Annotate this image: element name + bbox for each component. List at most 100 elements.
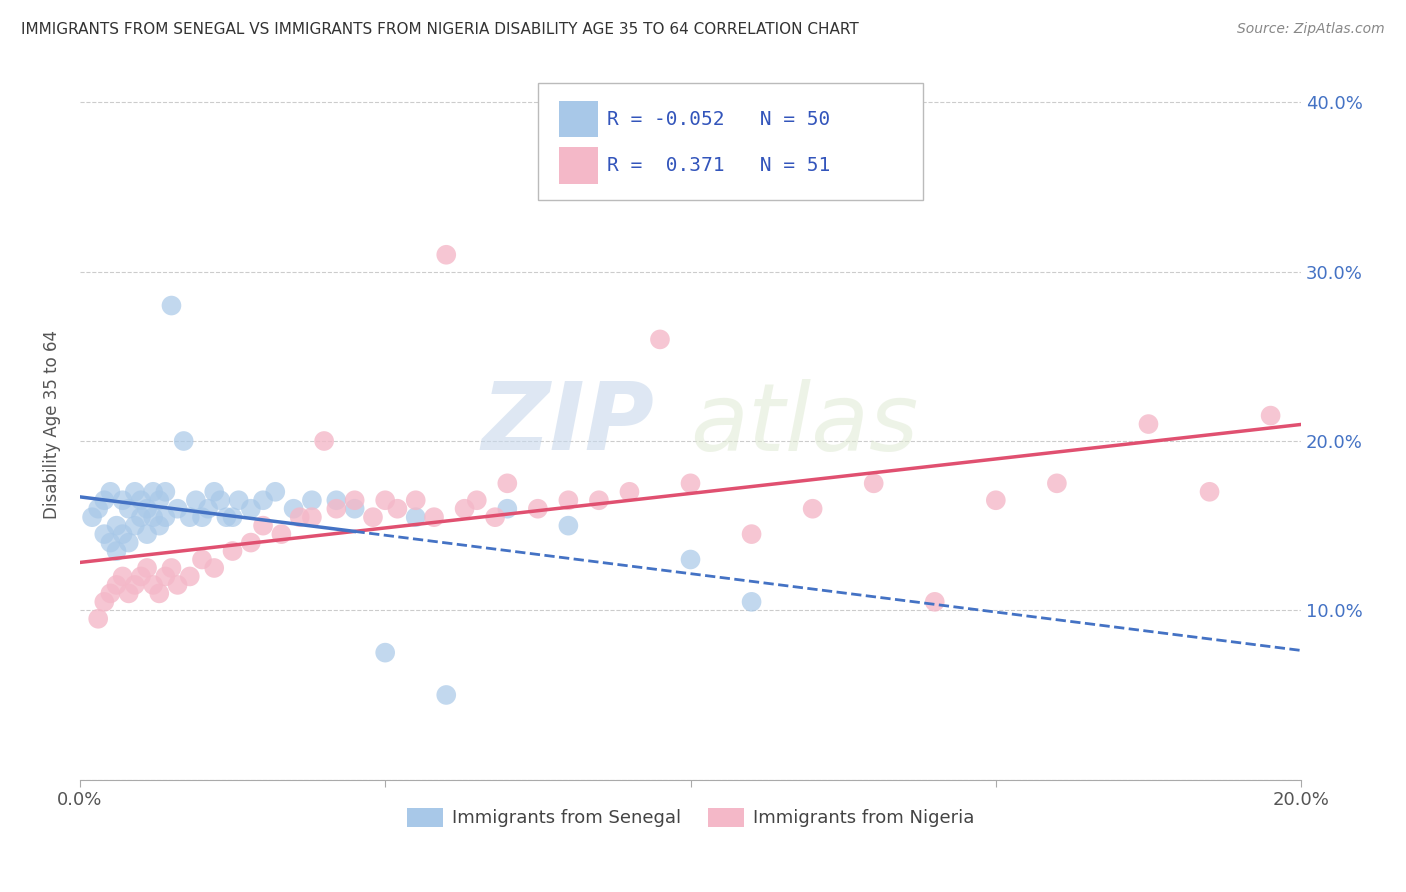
Point (679, 476, 702, 491)
Point (314, 434, 336, 448)
Point (374, 493, 396, 508)
Point (93, 493, 115, 508)
Point (100, 535, 122, 549)
Point (228, 493, 250, 508)
Point (679, 552, 702, 566)
Point (1260, 409, 1282, 423)
Point (166, 501, 188, 516)
Point (270, 527, 292, 541)
Point (221, 544, 243, 558)
Point (301, 510, 323, 524)
Point (191, 552, 214, 566)
Point (93, 595, 115, 609)
Y-axis label: Disability Age 35 to 64: Disability Age 35 to 64 (44, 329, 60, 518)
Point (80, 510, 103, 524)
Point (434, 248, 457, 262)
Point (527, 501, 550, 516)
Point (155, 510, 177, 524)
Point (405, 493, 427, 508)
Point (741, 595, 763, 609)
Point (288, 510, 311, 524)
Point (118, 586, 141, 600)
Point (155, 569, 177, 583)
Point (124, 578, 146, 592)
Point (374, 646, 396, 660)
Point (111, 493, 134, 508)
Bar (558, 101, 598, 137)
FancyBboxPatch shape (538, 83, 922, 200)
Point (100, 586, 122, 600)
Point (87, 501, 110, 516)
Text: IMMIGRANTS FROM SENEGAL VS IMMIGRANTS FROM NIGERIA DISABILITY AGE 35 TO 64 CORRE: IMMIGRANTS FROM SENEGAL VS IMMIGRANTS FR… (21, 22, 859, 37)
Point (129, 510, 152, 524)
Point (136, 561, 159, 575)
Point (215, 510, 238, 524)
Point (142, 578, 165, 592)
Point (124, 518, 146, 533)
Point (105, 544, 128, 558)
Point (129, 493, 152, 508)
Point (343, 493, 366, 508)
Point (87, 612, 110, 626)
Point (741, 527, 763, 541)
Point (465, 493, 488, 508)
Point (1046, 476, 1069, 491)
Point (924, 595, 946, 609)
Point (93, 527, 115, 541)
Point (252, 518, 274, 533)
Point (173, 434, 195, 448)
Point (801, 501, 824, 516)
Point (202, 561, 225, 575)
Bar (558, 147, 598, 184)
Point (453, 501, 475, 516)
Point (129, 569, 152, 583)
Legend: Immigrants from Senegal, Immigrants from Nigeria: Immigrants from Senegal, Immigrants from… (399, 801, 981, 835)
Point (239, 501, 262, 516)
Point (142, 510, 165, 524)
Point (434, 688, 457, 702)
Point (100, 484, 122, 499)
Point (202, 484, 225, 499)
Point (588, 493, 610, 508)
Point (405, 510, 427, 524)
Point (142, 484, 165, 499)
Point (118, 501, 141, 516)
Point (283, 501, 305, 516)
Point (325, 493, 347, 508)
Point (197, 501, 219, 516)
Point (484, 510, 506, 524)
Point (239, 535, 262, 549)
Point (191, 510, 214, 524)
Point (496, 476, 519, 491)
Point (160, 299, 183, 313)
Point (184, 493, 207, 508)
Text: ZIP: ZIP (481, 378, 654, 470)
Point (361, 510, 384, 524)
Point (136, 527, 159, 541)
Point (148, 493, 170, 508)
Point (118, 535, 141, 549)
Point (862, 476, 884, 491)
Point (111, 569, 134, 583)
Point (155, 484, 177, 499)
Point (619, 484, 641, 499)
Point (124, 484, 146, 499)
Text: Source: ZipAtlas.com: Source: ZipAtlas.com (1237, 22, 1385, 37)
Point (343, 501, 366, 516)
Point (301, 493, 323, 508)
Point (325, 501, 347, 516)
Point (160, 561, 183, 575)
Point (387, 501, 409, 516)
Point (166, 578, 188, 592)
Point (264, 484, 287, 499)
Point (111, 527, 134, 541)
Text: atlas: atlas (690, 378, 918, 469)
Point (1137, 417, 1160, 431)
Point (1198, 484, 1220, 499)
Point (179, 510, 201, 524)
Point (252, 493, 274, 508)
Text: R =  0.371   N = 51: R = 0.371 N = 51 (607, 156, 831, 175)
Point (496, 501, 519, 516)
Point (179, 569, 201, 583)
Point (221, 510, 243, 524)
